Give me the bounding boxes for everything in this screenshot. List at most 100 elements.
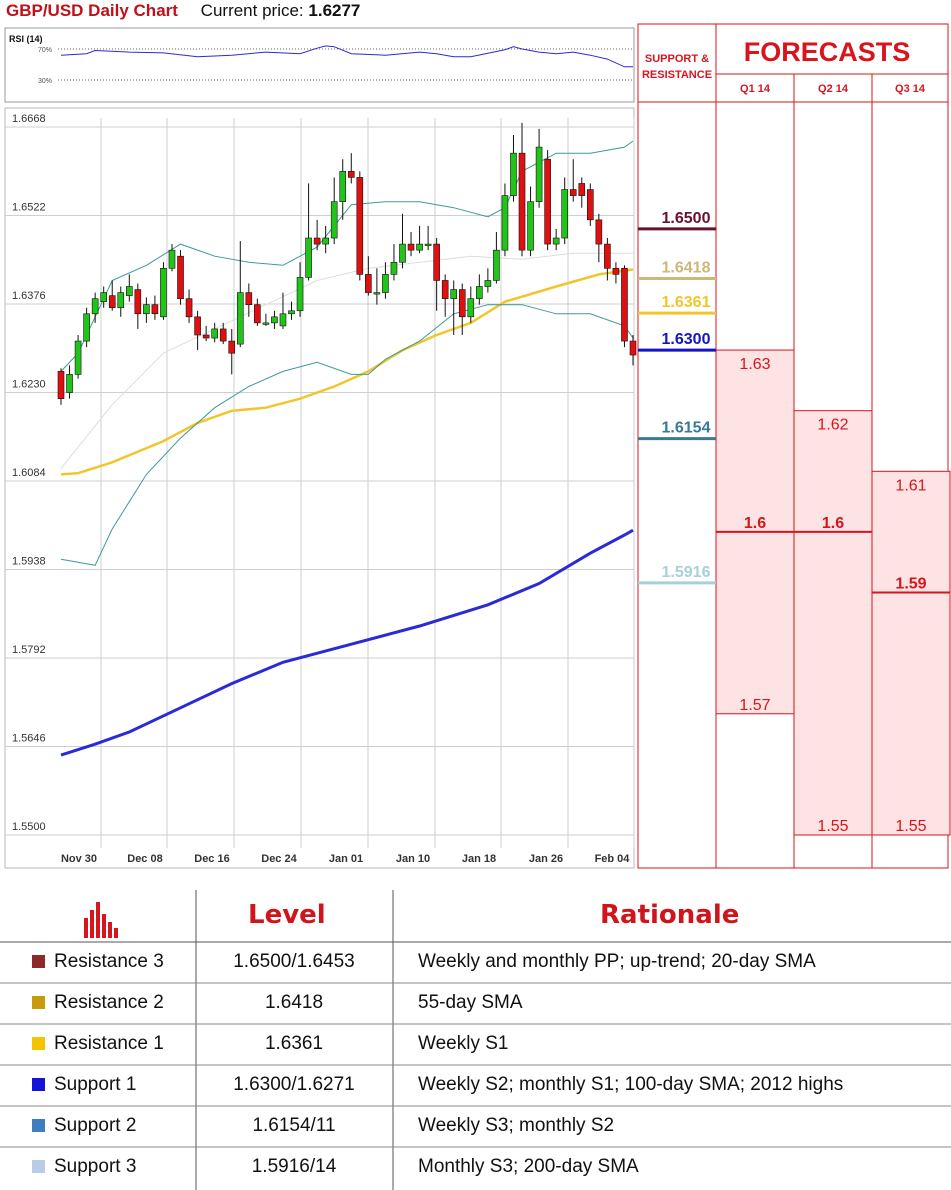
candle-body <box>612 268 620 275</box>
sr-level-label: 1.6154 <box>662 420 711 437</box>
level-color-swatch <box>32 1037 45 1050</box>
candle-body <box>424 243 432 246</box>
candle-body <box>501 195 509 251</box>
chart-title: GBP/USD Daily Chart <box>6 1 178 20</box>
candle-body <box>134 289 142 315</box>
level-column-header: Level <box>248 900 326 930</box>
rsi-line <box>60 45 633 68</box>
forecast-low-label: 1.55 <box>895 818 926 835</box>
level-value: 1.6300/1.6271 <box>233 1074 355 1095</box>
candle-body <box>450 289 458 299</box>
candle-body <box>416 243 423 251</box>
candle-body <box>211 328 218 339</box>
candle-body <box>433 243 440 281</box>
level-value: 1.5916/14 <box>251 1156 337 1177</box>
candle-body <box>117 292 125 309</box>
candle-body <box>288 310 295 315</box>
forecast-median-label: 1.59 <box>895 576 926 593</box>
candle-body <box>604 243 611 269</box>
x-tick-label: Jan 18 <box>462 853 496 865</box>
level-name: Resistance 2 <box>54 992 164 1013</box>
plot-frame <box>4 107 635 869</box>
sr-header-line2: RESISTANCE <box>642 69 712 81</box>
candle-body <box>382 274 389 293</box>
y-tick-label: 1.5500 <box>12 821 46 833</box>
candle-body <box>595 219 603 245</box>
level-color-swatch <box>32 1078 45 1091</box>
candle-body <box>356 177 364 275</box>
candle-body <box>279 313 287 327</box>
candle-body <box>100 292 107 302</box>
forecasts-title: FORECASTS <box>744 37 911 67</box>
candle-body <box>552 237 560 245</box>
level-rationale: Weekly S1 <box>418 1033 509 1054</box>
candle-body <box>339 171 347 202</box>
table-row: Support 1 1.6300/1.6271 Weekly S2; monthly… <box>0 1065 951 1106</box>
gbpusd-chart: RSI (14) 70% 30% 1.6668 1.6522 1.6376 1.623… <box>4 23 951 869</box>
level-name: Resistance 3 <box>54 951 164 972</box>
candle-body <box>621 268 628 342</box>
candle-body <box>143 304 150 315</box>
level-name: Resistance 1 <box>54 1033 164 1054</box>
sr-level-label: 1.6418 <box>662 260 711 277</box>
candle-body <box>476 286 483 299</box>
candle-body <box>57 371 65 399</box>
candle-body <box>407 243 415 251</box>
candle-body <box>535 146 543 202</box>
level-value: 1.6500/1.6453 <box>233 951 355 972</box>
current-price-value: 1.6277 <box>308 1 361 20</box>
candle-body <box>185 298 193 318</box>
table-row: Resistance 2 1.6418 55-day SMA <box>0 983 951 1024</box>
table-row: Support 3 1.5916/14 Monthly S3; 200-day SM… <box>0 1147 951 1188</box>
candle-body <box>467 298 475 318</box>
y-tick-label: 1.6376 <box>12 290 46 302</box>
x-tick-label: Dec 16 <box>194 853 229 865</box>
candle-body <box>322 237 329 245</box>
forecast-bars: 1.63 1.6 1.57 1.62 1.6 1.55 1.61 1.59 1.55 <box>715 349 951 836</box>
candle-body <box>194 316 201 336</box>
candle-body <box>365 274 372 293</box>
x-tick-label: Feb 04 <box>595 853 631 865</box>
series-line-100-day-sma <box>60 528 634 757</box>
level-name: Support 3 <box>54 1156 137 1177</box>
bar-chart-icon <box>84 902 118 938</box>
quarter-q1-label: Q1 14 <box>740 83 771 95</box>
level-rationale: 55-day SMA <box>418 992 523 1013</box>
y-tick-label: 1.5792 <box>12 644 46 656</box>
candle-body <box>202 334 210 339</box>
forecast-median-label: 1.6 <box>822 515 844 532</box>
quarter-q3-label: Q3 14 <box>895 83 926 95</box>
sr-level-label: 1.5916 <box>662 564 711 581</box>
forecast-low-label: 1.57 <box>739 697 770 714</box>
level-rationale: Monthly S3; 200-day SMA <box>418 1156 639 1177</box>
candle-body <box>168 249 176 269</box>
level-color-swatch <box>32 1160 45 1173</box>
candle-body <box>236 292 244 345</box>
candle-body <box>228 340 236 354</box>
table-row: Resistance 3 1.6500/1.6453 Weekly and mont… <box>0 942 951 983</box>
candle-body <box>160 268 167 318</box>
series-line-lower-band <box>60 304 634 566</box>
level-color-swatch <box>32 996 45 1009</box>
support-resistance-levels: 1.6500 1.6418 1.6361 1.6300 1.6154 1.5916 <box>638 210 716 585</box>
x-tick-label: Jan 26 <box>529 853 563 865</box>
candle-body <box>373 292 381 295</box>
current-price-label: Current price: <box>200 1 304 20</box>
quarter-q2-label: Q2 14 <box>818 83 849 95</box>
forecast-range-bar <box>871 470 951 836</box>
candle-body <box>458 289 466 318</box>
candle-body <box>271 316 278 324</box>
candle-body <box>262 322 270 325</box>
rsi-panel <box>4 27 635 103</box>
forecast-high-label: 1.62 <box>817 417 848 434</box>
level-color-swatch <box>32 955 45 968</box>
forecast-range-bar <box>793 410 873 836</box>
level-name: Support 1 <box>54 1074 137 1095</box>
forecast-high-label: 1.63 <box>739 356 770 373</box>
x-tick-label: Jan 01 <box>329 853 363 865</box>
y-tick-label: 1.5938 <box>12 556 46 568</box>
level-name: Support 2 <box>54 1115 137 1136</box>
level-color-swatch <box>32 1119 45 1132</box>
y-tick-label: 1.6230 <box>12 379 46 391</box>
y-tick-label: 1.6084 <box>12 467 46 479</box>
